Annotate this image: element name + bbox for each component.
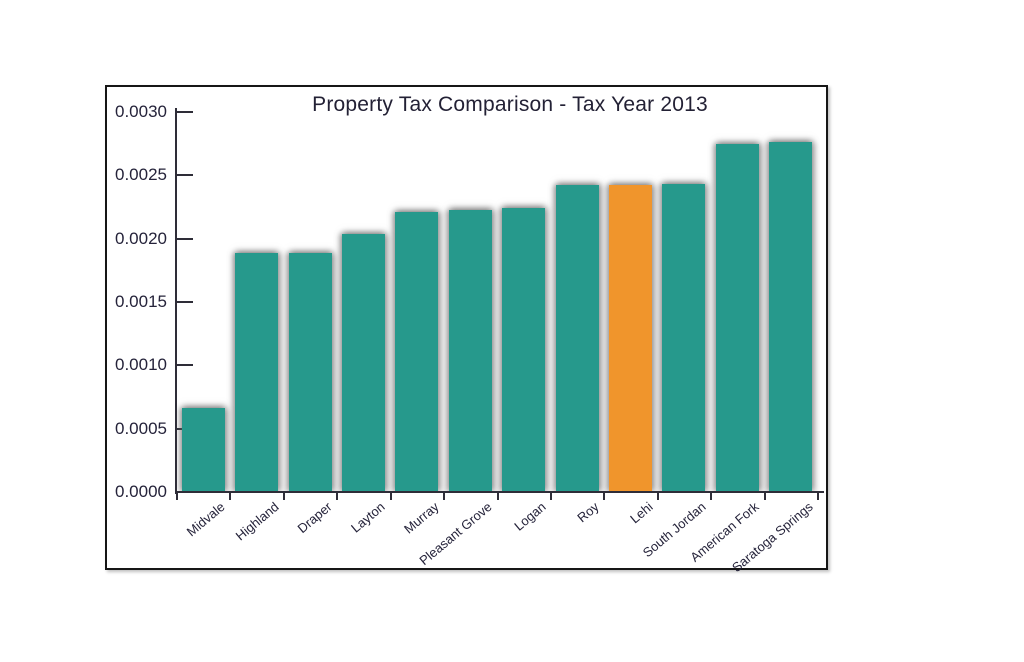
y-tick-label: 0.0020 bbox=[115, 228, 167, 248]
y-tick-label: 0.0000 bbox=[115, 482, 167, 501]
chart-title: Property Tax Comparison - Tax Year 2013 bbox=[312, 93, 708, 116]
x-tick-mark bbox=[176, 493, 178, 500]
bar-american-fork bbox=[715, 143, 759, 492]
y-tick-mark bbox=[177, 364, 193, 367]
bar-lehi bbox=[609, 185, 653, 492]
chart-frame: Property Tax Comparison - Tax Year 2013 … bbox=[105, 85, 828, 575]
bar-pleasant-grove bbox=[448, 209, 492, 492]
y-tick-label: 0.0005 bbox=[115, 418, 167, 438]
x-tick-mark bbox=[443, 493, 446, 500]
y-tick-mark bbox=[177, 111, 193, 113]
bar-saratoga-springs bbox=[769, 142, 813, 492]
bar-layton bbox=[341, 233, 385, 492]
x-tick-mark bbox=[496, 493, 499, 500]
y-tick-label: 0.0015 bbox=[115, 292, 167, 311]
x-tick-mark bbox=[336, 493, 339, 500]
y-tick-label: 0.0030 bbox=[115, 102, 167, 121]
x-tick-mark bbox=[549, 493, 552, 500]
x-tick-mark bbox=[603, 493, 606, 500]
x-tick-mark bbox=[763, 493, 766, 500]
x-axis-line bbox=[175, 491, 824, 493]
bar-highland bbox=[235, 252, 279, 492]
bar-logan bbox=[502, 208, 546, 492]
x-tick-mark bbox=[282, 493, 285, 500]
bar-midvale bbox=[181, 408, 225, 492]
x-tick-mark bbox=[389, 493, 392, 500]
bar-draper bbox=[288, 252, 332, 492]
x-tick-mark bbox=[817, 493, 820, 500]
bar-roy bbox=[555, 185, 599, 492]
bar-murray bbox=[395, 212, 439, 492]
x-tick-mark bbox=[656, 493, 659, 500]
y-tick-mark bbox=[177, 301, 193, 303]
plot-area bbox=[175, 112, 820, 492]
y-tick-mark bbox=[177, 174, 193, 177]
y-tick-mark bbox=[177, 237, 193, 240]
y-tick-label: 0.0010 bbox=[115, 355, 167, 375]
x-tick-mark bbox=[229, 493, 232, 500]
y-axis-line bbox=[175, 108, 177, 494]
y-tick-label: 0.0025 bbox=[115, 165, 167, 185]
x-tick-mark bbox=[710, 493, 713, 500]
bar-south-jordan bbox=[662, 184, 706, 492]
